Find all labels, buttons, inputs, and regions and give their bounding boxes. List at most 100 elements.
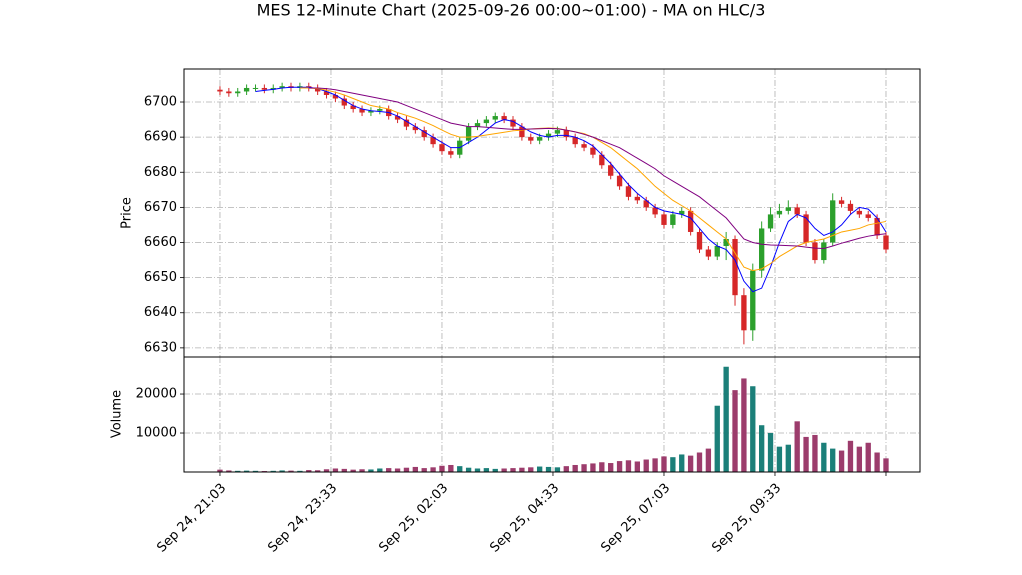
candle-body: [359, 109, 365, 113]
candle-body: [794, 207, 800, 215]
y-tick-label: 10000: [136, 426, 177, 441]
candle-body: [599, 154, 605, 166]
volume-bar: [457, 466, 463, 472]
x-tick-label: Sep 25, 04:33: [487, 481, 562, 556]
candle-body: [883, 235, 889, 250]
volume-bar: [554, 467, 561, 472]
volume-bar: [421, 468, 427, 472]
candle-body: [554, 130, 561, 134]
volume-bar: [830, 448, 836, 472]
x-tick-label: Sep 24, 21:03: [154, 481, 229, 556]
candle-body: [377, 109, 383, 111]
volume-bar: [821, 442, 827, 472]
candle-body: [581, 144, 587, 148]
y-tick-label: 6670: [144, 200, 177, 215]
volume-bar: [279, 470, 285, 472]
candle-body: [226, 91, 232, 94]
candle-body: [572, 137, 578, 145]
volume-bar: [226, 470, 232, 472]
candle-body: [350, 105, 356, 110]
candle-body: [856, 210, 863, 215]
candle-body: [679, 210, 685, 215]
candle-body: [625, 186, 632, 197]
volume-bar: [812, 434, 818, 472]
candle-body: [501, 116, 507, 120]
volume-bar: [545, 466, 552, 472]
volume-bar: [767, 433, 774, 472]
candle-body: [243, 87, 250, 92]
volume-bar: [439, 465, 445, 472]
candle-body: [341, 98, 347, 106]
candle-body: [474, 123, 481, 127]
volume-bar: [572, 464, 578, 472]
volume-bar: [448, 464, 454, 472]
candle-body: [421, 130, 427, 138]
volume-bar: [501, 468, 507, 472]
volume-axis-label: Volume: [110, 390, 125, 438]
volume-bar: [483, 468, 490, 472]
volume-bar: [528, 467, 534, 472]
volume-bar: [474, 468, 481, 472]
candle-body: [759, 228, 765, 271]
candle-body: [394, 116, 401, 120]
moving-average-line: [255, 86, 887, 293]
candle-body: [661, 214, 667, 225]
candle-body: [492, 116, 498, 120]
volume-bar: [306, 470, 312, 472]
volume-bar: [661, 456, 667, 472]
candle-body: [643, 200, 649, 208]
volume-bar: [759, 425, 765, 472]
volume-axes-frame: [183, 356, 921, 473]
candle-body: [252, 87, 259, 89]
volume-bar: [288, 470, 294, 472]
volume-bar: [741, 378, 747, 472]
candle-body: [217, 89, 223, 92]
candle-body: [608, 165, 614, 176]
y-axis-label: Price: [120, 197, 135, 229]
candle-body: [430, 137, 436, 145]
candle-body: [528, 137, 534, 141]
volume-bar: [359, 469, 365, 472]
volume-bar: [314, 470, 321, 472]
y-tick-label: 6630: [144, 340, 177, 355]
candle-body: [270, 87, 276, 90]
x-tick-label: Sep 25, 07:03: [598, 481, 673, 556]
candle-body: [732, 238, 738, 296]
volume-bar: [608, 463, 614, 472]
candle-body: [261, 87, 268, 90]
volume-bar: [803, 436, 809, 472]
volume-bar: [341, 468, 347, 472]
candle-body: [235, 91, 241, 94]
candle-body: [510, 119, 516, 127]
candle-body: [767, 214, 774, 229]
volume-bar: [332, 468, 339, 472]
volume-bar: [297, 470, 303, 472]
candle-body: [536, 137, 543, 141]
volume-bar: [679, 454, 685, 472]
candle-body: [279, 86, 285, 88]
candle-body: [368, 110, 374, 113]
volume-bar: [856, 446, 863, 472]
volume-bar: [670, 457, 676, 472]
volume-bar: [386, 468, 392, 472]
volume-bar: [625, 460, 632, 472]
candle-body: [323, 91, 330, 95]
candle-body: [705, 249, 712, 257]
volume-bar: [394, 468, 401, 472]
volume-bar: [696, 452, 703, 472]
candle-body: [838, 200, 845, 204]
candle-body: [465, 126, 472, 141]
candle-body: [723, 238, 729, 247]
candle-body: [670, 214, 676, 225]
volume-bar: [776, 446, 783, 472]
volume-bar: [785, 444, 791, 472]
volume-bar: [616, 461, 623, 472]
moving-average-line: [308, 87, 887, 249]
volume-bar: [643, 459, 649, 472]
volume-bar: [750, 386, 756, 472]
candle-body: [483, 119, 490, 124]
volume-bar: [465, 467, 472, 472]
y-tick-label: 20000: [136, 387, 177, 402]
candle-body: [714, 246, 720, 257]
